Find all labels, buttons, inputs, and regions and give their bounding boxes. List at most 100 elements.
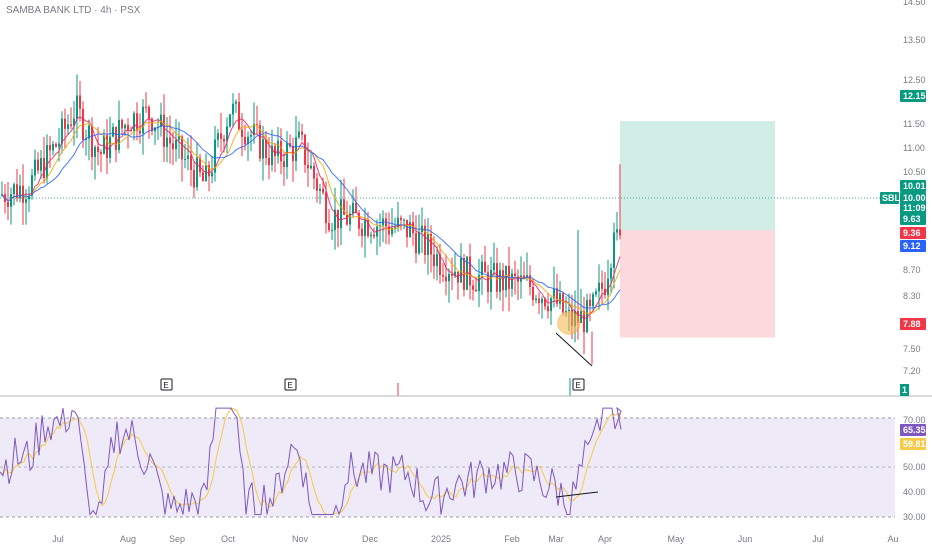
candle-body — [424, 225, 426, 255]
candle-body — [475, 289, 477, 292]
ma-fast-badge-bg — [900, 227, 926, 239]
rsi-signal-line — [0, 407, 622, 515]
candle-body — [43, 158, 45, 179]
candle-body — [316, 178, 318, 191]
candle-body — [295, 137, 297, 161]
entry-badge: 10.00 — [900, 192, 926, 204]
candle-body — [556, 288, 558, 304]
candle-body — [277, 140, 279, 157]
time-tick-label: Jul — [812, 534, 824, 544]
symbol-tag-bg — [880, 192, 899, 204]
candle-body — [499, 270, 501, 292]
candle-body — [256, 124, 258, 126]
candle-body — [190, 155, 192, 170]
candle-body — [46, 144, 48, 179]
earnings-marker-label: E — [163, 381, 168, 390]
candle-body — [16, 184, 18, 199]
candle-body — [370, 234, 372, 237]
candle-body — [70, 124, 72, 126]
candle-body — [586, 299, 588, 333]
rsi-tick-label: 30.00 — [903, 512, 926, 522]
candle-body — [106, 135, 108, 159]
candle-body — [76, 95, 78, 119]
price-tick-label: 13.50 — [903, 35, 926, 45]
candle-body — [331, 229, 333, 231]
candle-body — [319, 188, 321, 191]
candle-body — [547, 306, 549, 312]
rsi-axis: 70.00 50.00 40.00 30.00 — [903, 415, 926, 522]
ma-slow-line — [1, 124, 621, 309]
rsi-badge-text: 65.35 — [903, 425, 926, 435]
candle-body — [133, 113, 135, 132]
candle-body — [238, 101, 240, 130]
candle-body — [22, 185, 24, 203]
candle-body — [271, 145, 273, 166]
candle-body — [151, 118, 153, 132]
time-tick-label: Feb — [504, 534, 520, 544]
time-tick-label: Dec — [362, 534, 379, 544]
candle-body — [436, 254, 438, 267]
candle-body — [247, 136, 249, 145]
trendline-price — [555, 332, 593, 367]
candle-body — [478, 274, 480, 292]
candle-body — [154, 127, 156, 132]
candle-body — [265, 139, 267, 158]
candle-body — [529, 275, 531, 287]
rsi-tick-label: 50.00 — [903, 462, 926, 472]
volume-badge-bg — [900, 384, 909, 396]
candle-body — [460, 258, 462, 283]
rsi-signal-badge-text: 59.81 — [903, 439, 926, 449]
candle-body — [100, 151, 102, 154]
time-axis: Jul Aug Sep Oct Nov Dec 2025 Feb Mar Apr May Jun Jul… — [52, 534, 898, 544]
rsi-badge: 65.35 — [900, 424, 926, 436]
candle-body — [550, 298, 552, 312]
rsi-line — [0, 406, 622, 516]
candle-body — [145, 106, 147, 108]
candle-body — [355, 202, 357, 213]
candle-body — [391, 227, 393, 235]
last-price-badge-text: 10.01 — [903, 181, 926, 191]
candle-body — [286, 143, 288, 167]
candle-body — [334, 209, 336, 230]
candle-body — [217, 133, 219, 140]
candle-body — [532, 286, 534, 301]
candle-body — [466, 256, 468, 290]
ma-mid-badge-text: 9.63 — [903, 214, 921, 224]
rsi-badge-bg — [900, 424, 926, 436]
candle-body — [193, 169, 195, 188]
candle-body — [325, 192, 327, 224]
trendline-rsi — [555, 491, 599, 498]
candle-body — [73, 118, 75, 126]
candle-body — [136, 113, 138, 131]
rsi-tick-label: 40.00 — [903, 487, 926, 497]
rsi-signal-badge: 59.81 — [900, 438, 926, 450]
candle-body — [250, 135, 252, 137]
highlight-circle — [557, 311, 581, 335]
candle-body — [226, 126, 228, 142]
candle-body — [268, 157, 270, 166]
candle-body — [7, 201, 9, 207]
candle-body — [559, 293, 561, 304]
time-tick-label: May — [667, 534, 685, 544]
candle-body — [178, 136, 180, 140]
rsi-lines — [0, 406, 622, 516]
countdown-badge: 11:09 — [900, 202, 926, 214]
candle-body — [208, 165, 210, 177]
candle-body — [79, 95, 81, 109]
target-badge-text: 12.15 — [903, 91, 926, 101]
candle-body — [400, 217, 402, 221]
candle-body — [511, 273, 513, 289]
candle-body — [397, 217, 399, 228]
candle-body — [388, 226, 390, 235]
candle-body — [55, 144, 57, 147]
symbol-tag-text: SBL — [882, 193, 901, 203]
candle-body — [604, 288, 606, 296]
ma-fast-badge: 9.36 — [900, 227, 926, 239]
candle-body — [184, 158, 186, 160]
candle-body — [214, 139, 216, 173]
candle-body — [448, 273, 450, 282]
countdown-badge-bg — [900, 202, 926, 214]
candle-body — [229, 114, 231, 127]
